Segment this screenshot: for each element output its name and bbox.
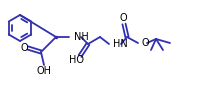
Text: HO: HO <box>69 55 85 65</box>
Text: O: O <box>119 13 127 23</box>
Text: HN: HN <box>113 39 128 49</box>
Text: O: O <box>141 38 149 48</box>
Text: NH: NH <box>74 32 89 42</box>
Text: O: O <box>20 43 28 53</box>
Text: OH: OH <box>36 66 51 76</box>
